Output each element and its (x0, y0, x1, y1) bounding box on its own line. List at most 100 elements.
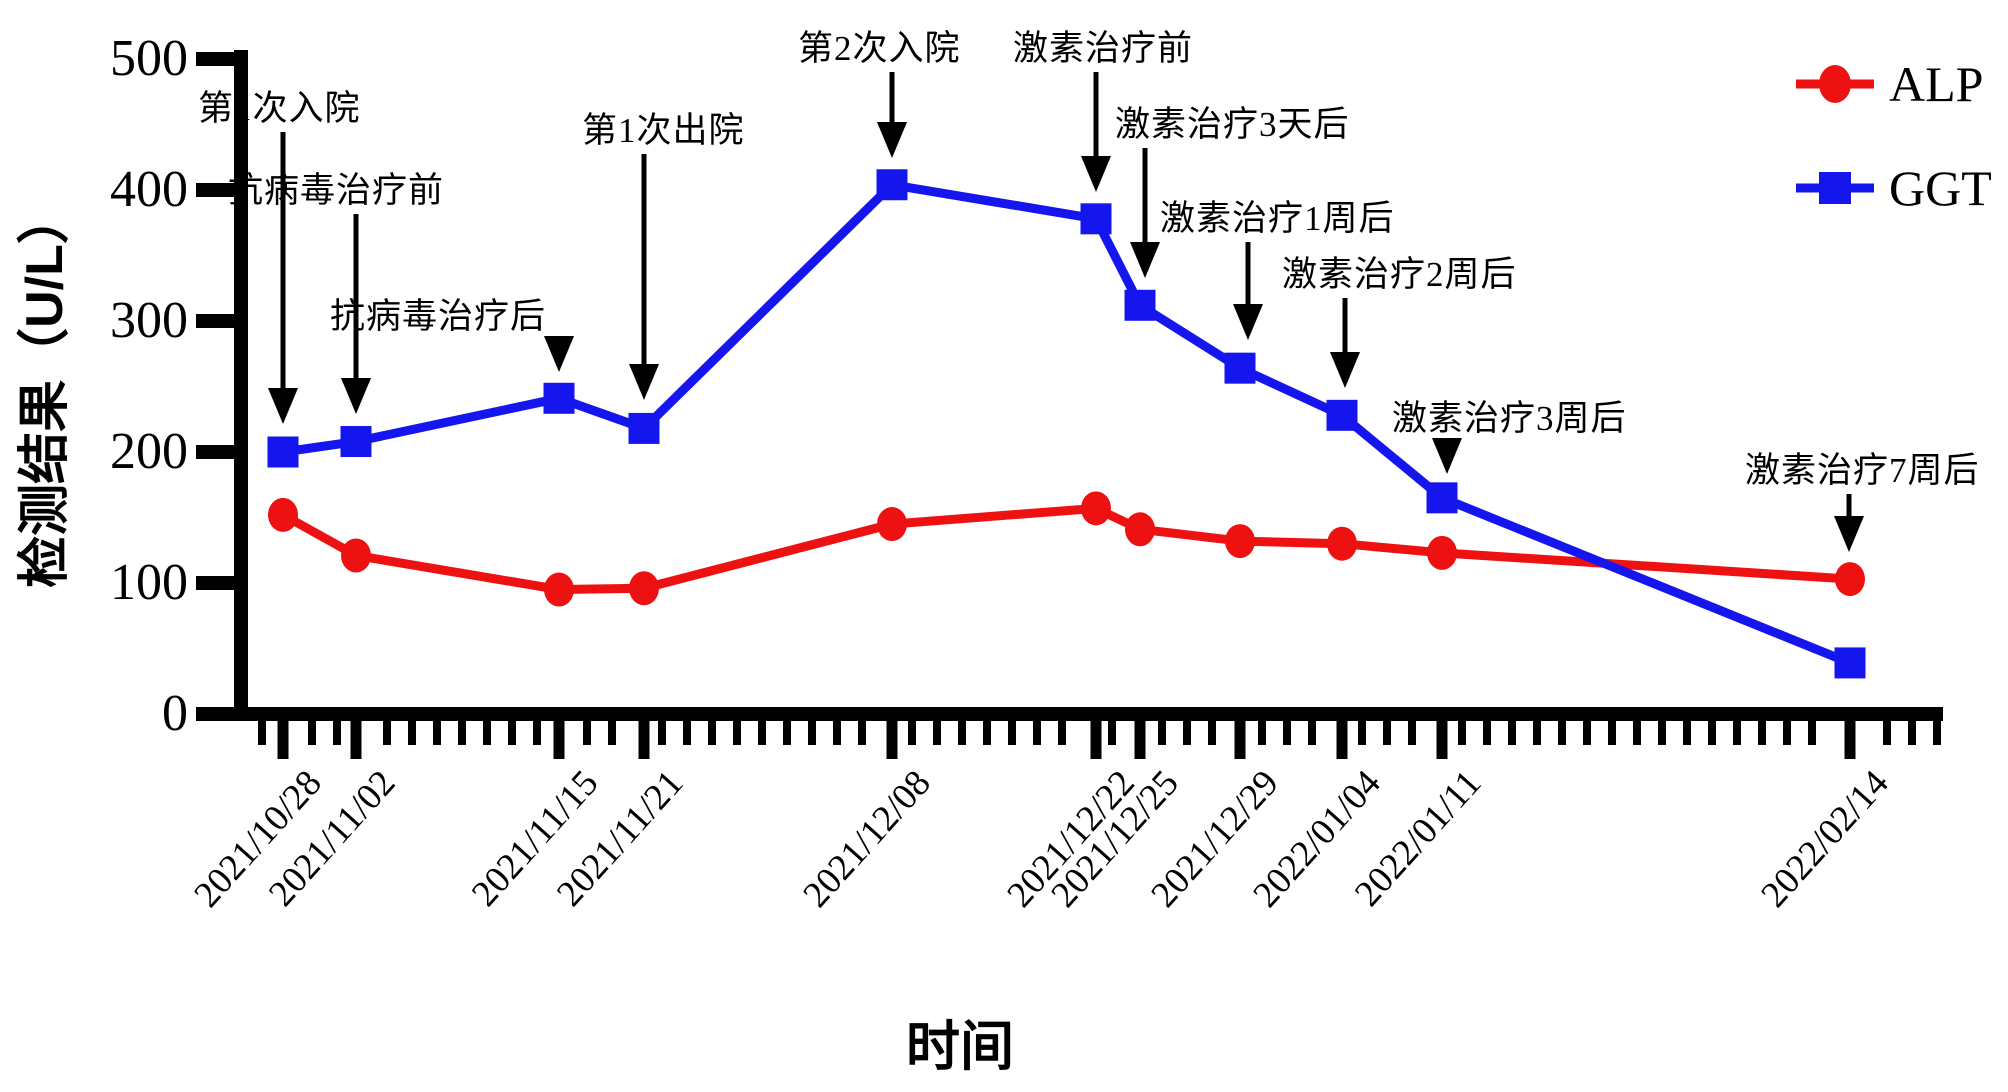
x-major-tick (1844, 719, 1856, 759)
x-minor-tick (1608, 719, 1616, 745)
x-minor-tick (658, 719, 666, 745)
x-minor-tick (1633, 719, 1641, 745)
x-minor-tick (1383, 719, 1391, 745)
x-major-tick (1090, 719, 1102, 759)
annotation-arrow-head (1233, 304, 1263, 340)
y-axis-line (234, 50, 248, 721)
ggt-point (1080, 203, 1112, 235)
x-minor-tick (808, 719, 816, 745)
x-major-tick (638, 719, 650, 759)
x-minor-tick (1533, 719, 1541, 745)
x-minor-tick (1058, 719, 1066, 745)
annotation-arrow-head (1330, 352, 1360, 388)
x-minor-tick (708, 719, 716, 745)
x-minor-tick (1708, 719, 1716, 745)
alp-point (1225, 524, 1255, 559)
x-minor-tick (333, 719, 341, 745)
x-minor-tick (533, 719, 541, 745)
x-axis-line (234, 707, 1943, 721)
x-minor-tick (1883, 719, 1891, 745)
annotation-label: 第1次出院 (582, 111, 745, 150)
annotation-label: 激素治疗3周后 (1392, 399, 1627, 438)
ggt-marker-icon (1796, 172, 1874, 204)
ggt-point (628, 412, 660, 444)
x-major-tick (1234, 719, 1246, 759)
annotation-arrow-head (877, 122, 907, 158)
x-minor-tick (383, 719, 391, 745)
x-minor-tick (1008, 719, 1016, 745)
ggt-point (1326, 399, 1358, 431)
x-minor-tick (1758, 719, 1766, 745)
y-tick-label: 500 (110, 30, 188, 87)
alp-point (544, 572, 574, 607)
ggt-point (543, 382, 575, 414)
alp-point (629, 571, 659, 606)
y-tick-label: 300 (110, 292, 188, 349)
ggt-point (1426, 482, 1458, 514)
alp-point (1427, 535, 1457, 570)
legend-label-alp: ALP (1889, 56, 1984, 112)
legend-item-ggt: GGT (1793, 156, 1992, 220)
x-minor-tick (908, 719, 916, 745)
annotation-arrow-head (1432, 438, 1462, 474)
x-minor-tick (608, 719, 616, 745)
x-minor-tick (1158, 719, 1166, 745)
alp-marker-icon (1796, 65, 1874, 103)
alp-point (877, 507, 907, 542)
annotation-arrow-head (341, 378, 371, 414)
x-minor-tick (1483, 719, 1491, 745)
ggt-point (876, 169, 908, 201)
x-minor-tick (858, 719, 866, 745)
annotation-arrow-head (1130, 242, 1160, 278)
x-major-tick (886, 719, 898, 759)
x-minor-tick (1283, 719, 1291, 745)
y-tick-label: 200 (110, 423, 188, 480)
y-tick-label: 400 (110, 161, 188, 218)
annotation-label: 激素治疗3天后 (1115, 105, 1350, 144)
x-minor-tick (1808, 719, 1816, 745)
legend-label-ggt: GGT (1889, 160, 1992, 216)
x-minor-tick (1408, 719, 1416, 745)
alp-point (341, 538, 371, 573)
x-minor-tick (1458, 719, 1466, 745)
x-minor-tick (983, 719, 991, 745)
x-minor-tick (758, 719, 766, 745)
annotation-label: 激素治疗2周后 (1282, 255, 1517, 294)
x-minor-tick (783, 719, 791, 745)
annotation-label: 第2次入院 (798, 29, 961, 68)
legend-item-alp: ALP (1793, 52, 1983, 116)
x-minor-tick (258, 719, 266, 745)
x-major-tick (1336, 719, 1348, 759)
ggt-point (267, 436, 299, 468)
y-tick-label: 0 (162, 685, 188, 742)
y-tick (196, 707, 241, 721)
x-minor-tick (1933, 719, 1941, 745)
x-minor-tick (1208, 719, 1216, 745)
alp-point (268, 497, 298, 532)
x-minor-tick (1108, 719, 1116, 745)
x-minor-tick (1583, 719, 1591, 745)
x-minor-tick (683, 719, 691, 745)
y-axis-title: 检测结果（U/L） (16, 192, 74, 588)
x-minor-tick (958, 719, 966, 745)
alp-point (1125, 512, 1155, 547)
x-minor-tick (308, 719, 316, 745)
x-minor-tick (483, 719, 491, 745)
x-minor-tick (1308, 719, 1316, 745)
alp-point (1327, 526, 1357, 561)
annotation-arrow-head (544, 336, 574, 372)
annotation-arrow-head (629, 364, 659, 400)
alp-point (1835, 562, 1865, 597)
x-minor-tick (1733, 719, 1741, 745)
y-tick (196, 576, 241, 590)
x-minor-tick (1683, 719, 1691, 745)
x-axis-title: 时间 (906, 1017, 1014, 1077)
annotation-label: 激素治疗1周后 (1160, 199, 1395, 238)
x-major-tick (1436, 719, 1448, 759)
y-tick (196, 314, 241, 328)
x-minor-tick (1558, 719, 1566, 745)
x-minor-tick (933, 719, 941, 745)
annotation-arrow-head (1081, 156, 1111, 192)
ggt-point (1224, 352, 1256, 384)
